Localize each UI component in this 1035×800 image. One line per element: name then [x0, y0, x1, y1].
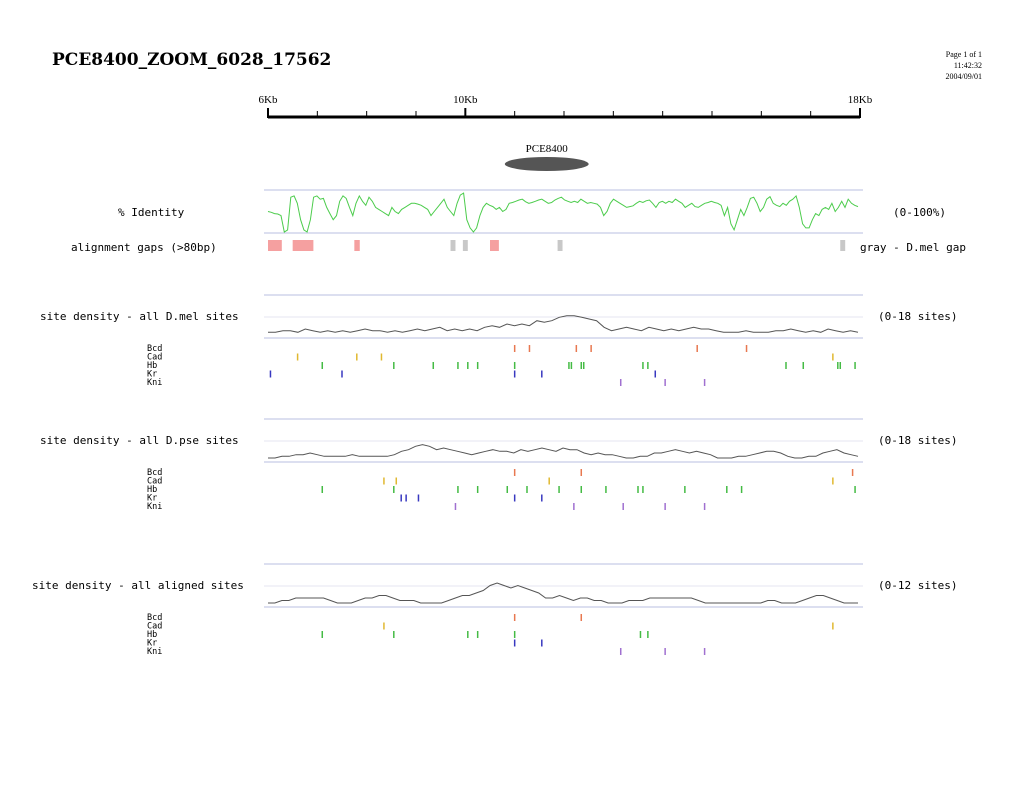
dmel-gap	[557, 240, 563, 251]
scale-tick-label: 18Kb	[848, 94, 873, 106]
gaps-label: alignment gaps (>80bp)	[71, 241, 217, 254]
track-label-cad: Cad	[147, 622, 162, 632]
identity-label: % Identity	[118, 206, 185, 219]
track-label-hb: Hb	[147, 485, 157, 495]
identity-line	[267, 192, 859, 233]
track-label-kr: Kr	[147, 639, 157, 649]
print-date: 2004/09/01	[946, 72, 982, 81]
alignment-gap	[305, 240, 314, 251]
track-label-kr: Kr	[147, 494, 157, 504]
identity-panel: % Identity (0-100%)	[118, 189, 946, 234]
panel-label: site density - all aligned sites	[32, 579, 244, 592]
gene-label: PCE8400	[526, 143, 569, 155]
density-line	[268, 444, 859, 459]
track-label-cad: Cad	[147, 353, 162, 363]
page-title: PCE8400_ZOOM_6028_17562	[52, 50, 331, 70]
gene-body	[504, 157, 589, 171]
panel-range: (0-18 sites)	[878, 310, 957, 323]
track-label-hb: Hb	[147, 361, 157, 371]
aligned-density-panel: site density - all aligned sites (0-12 s…	[32, 563, 957, 657]
dmel-gap	[462, 240, 468, 251]
gaps-legend: gray - D.mel gap	[860, 241, 966, 254]
track-label-bcd: Bcd	[147, 613, 162, 623]
alignment-gap	[268, 240, 282, 251]
gene-feature: PCE8400	[504, 143, 589, 171]
dpse-density-panel: site density - all D.pse sites (0-18 sit…	[40, 418, 957, 512]
dmel-density-panel: site density - all D.mel sites (0-18 sit…	[40, 294, 957, 388]
scale-tick-label: 10Kb	[453, 94, 478, 106]
track-label-bcd: Bcd	[147, 468, 162, 478]
alignment-gap	[490, 240, 499, 251]
identity-range: (0-100%)	[893, 206, 946, 219]
scale-tick-label: 6Kb	[259, 94, 278, 106]
print-time: 11:42:32	[954, 61, 982, 70]
density-line	[268, 582, 858, 604]
alignment-gaps-track: alignment gaps (>80bp) gray - D.mel gap	[71, 240, 966, 254]
density-line	[268, 315, 859, 333]
page-number: Page 1 of 1	[946, 50, 982, 59]
track-label-kni: Kni	[147, 378, 162, 388]
track-label-kr: Kr	[147, 370, 157, 380]
dmel-gap	[840, 240, 846, 251]
dmel-gap	[450, 240, 456, 251]
panel-range: (0-12 sites)	[878, 579, 957, 592]
track-label-bcd: Bcd	[147, 344, 162, 354]
track-label-hb: Hb	[147, 630, 157, 640]
alignment-gap	[354, 240, 360, 251]
scale-bar: 6Kb 10Kb 18Kb	[259, 94, 873, 119]
panel-label: site density - all D.pse sites	[40, 434, 239, 447]
track-label-kni: Kni	[147, 647, 162, 657]
panel-label: site density - all D.mel sites	[40, 310, 239, 323]
track-label-cad: Cad	[147, 477, 162, 487]
alignment-gap	[292, 240, 305, 251]
panel-range: (0-18 sites)	[878, 434, 957, 447]
track-label-kni: Kni	[147, 502, 162, 512]
